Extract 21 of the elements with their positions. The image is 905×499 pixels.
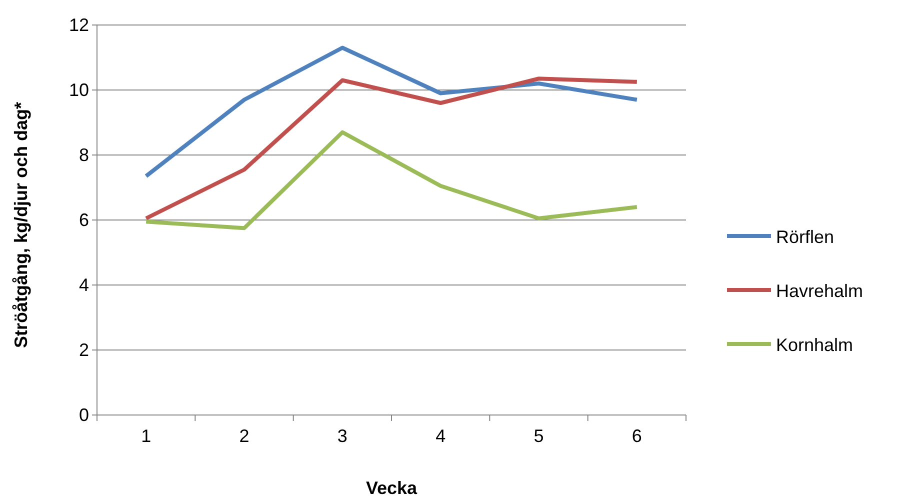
x-tick-label: 2 <box>239 426 250 446</box>
x-tick-label: 5 <box>534 426 544 446</box>
line-series <box>144 130 639 230</box>
x-tick-label: 4 <box>436 426 446 446</box>
y-tick-label: 2 <box>78 340 89 360</box>
y-tick-label: 10 <box>68 80 89 100</box>
line-series <box>144 46 639 178</box>
x-tick-label: 6 <box>632 426 642 446</box>
x-tick-label: 3 <box>337 426 348 446</box>
legend-label: Rörflen <box>776 227 834 247</box>
line-series <box>144 76 639 220</box>
y-axis-title: Ströåtgång, kg/djur och dag* <box>11 102 31 348</box>
x-axis-title: Vecka <box>366 478 418 498</box>
y-tick-label: 12 <box>68 14 89 35</box>
y-tick-label: 0 <box>78 404 89 425</box>
legend-label: Kornhalm <box>776 335 854 355</box>
x-tick-label: 1 <box>141 426 152 446</box>
legend-label: Havrehalm <box>776 281 864 301</box>
y-tick-label: 8 <box>78 144 89 165</box>
y-tick-label: 4 <box>78 274 89 295</box>
y-tick-label: 6 <box>78 210 89 230</box>
